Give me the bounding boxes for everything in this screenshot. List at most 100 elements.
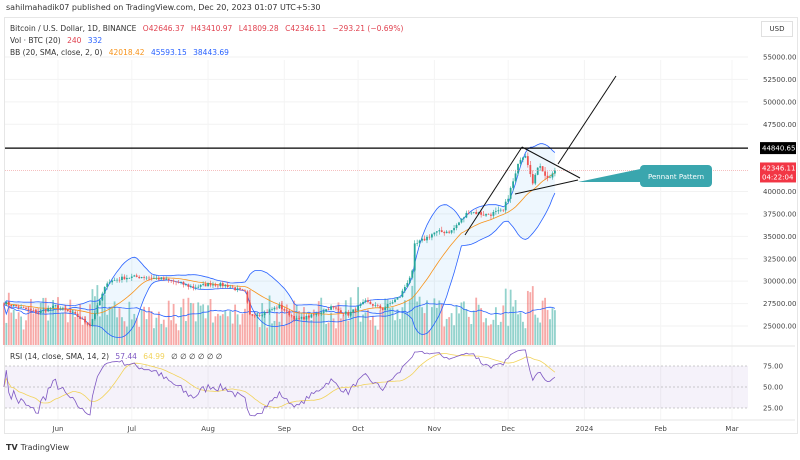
candle-body	[472, 212, 475, 213]
volume-bar	[485, 318, 487, 345]
volume-bar	[98, 316, 101, 345]
candle-body	[310, 314, 313, 318]
candle-body	[251, 314, 254, 316]
candle-body	[517, 163, 519, 174]
candle-body	[433, 232, 436, 235]
candle-body	[450, 230, 453, 233]
candle-body	[342, 312, 345, 314]
volume-bar	[529, 292, 532, 345]
candle-body	[497, 210, 500, 212]
candle-body	[526, 156, 529, 165]
candle-body	[458, 222, 460, 226]
candle-body	[138, 276, 141, 279]
volume-bar	[482, 322, 485, 345]
candle-body	[482, 214, 485, 216]
candle-body	[125, 277, 128, 280]
price-axis-label: 35000.00	[763, 233, 796, 241]
volume-bar	[217, 313, 219, 345]
candle-body	[204, 284, 207, 287]
candle-body	[236, 288, 239, 291]
volume-bar	[244, 308, 246, 345]
candle-body	[157, 277, 160, 280]
candle-body	[231, 286, 234, 288]
candle-body	[135, 275, 138, 277]
volume-bar	[177, 330, 180, 345]
candle-body	[312, 314, 315, 316]
time-axis-label: Oct	[352, 425, 364, 433]
volume-bar	[320, 297, 323, 345]
volume-bar	[34, 308, 37, 345]
volume-bar	[229, 311, 232, 345]
publisher-info: sahilmahadik07 published on TradingView.…	[6, 3, 321, 12]
volume-bar	[37, 308, 40, 345]
volume-bar	[514, 300, 517, 345]
candle-body	[130, 276, 133, 278]
candle-body	[408, 277, 411, 283]
volume-bar	[76, 317, 79, 345]
candle-body	[76, 313, 79, 318]
rsi-extra-values: ∅ ∅ ∅ ∅ ∅ ∅	[171, 352, 223, 361]
volume-bar	[487, 325, 490, 345]
volume-bar	[298, 310, 300, 345]
volume-bar	[335, 328, 337, 345]
candle-body	[536, 167, 539, 175]
volume-bar	[401, 307, 404, 345]
candle-body	[217, 285, 219, 287]
callout-box	[640, 165, 712, 187]
volume-bar	[64, 304, 67, 345]
volume-bar	[123, 321, 126, 345]
rsi-label[interactable]: RSI (14, close, SMA, 14, 2)	[10, 352, 110, 361]
volume-bar	[180, 307, 182, 345]
volume-bar	[12, 309, 15, 345]
volume-bar	[408, 299, 411, 345]
volume-bar	[219, 315, 222, 345]
volume-bar	[221, 314, 224, 345]
candle-body	[266, 312, 268, 313]
volume-bar	[290, 315, 293, 345]
candle-body	[490, 214, 492, 216]
volume-bar	[15, 318, 18, 345]
bar-countdown-label: 04:22:04	[762, 173, 794, 181]
candle-body	[182, 281, 185, 285]
symbol-name[interactable]: Bitcoin / U.S. Dollar, 1D, BINANCE	[10, 24, 137, 33]
candle-body	[189, 286, 192, 287]
candle-body	[362, 301, 364, 305]
candle-body	[212, 284, 214, 286]
currency-button[interactable]: USD	[761, 21, 793, 37]
rsi-band	[5, 366, 748, 408]
candle-body	[421, 238, 423, 241]
volume-bar	[273, 320, 276, 345]
volume-bar	[330, 313, 332, 345]
ohlc-open: O42646.37	[142, 24, 185, 33]
volume-bar	[295, 304, 298, 345]
candle-body	[416, 243, 419, 244]
candle-body	[394, 299, 396, 303]
candle-body	[480, 212, 483, 215]
rsi-ma-line	[3, 353, 556, 408]
candle-body	[367, 300, 369, 302]
candle-body	[391, 302, 394, 304]
candle-body	[539, 166, 542, 168]
candle-body	[155, 277, 158, 279]
volume-bar	[497, 324, 500, 345]
volume-bar	[84, 316, 86, 345]
candle-body	[305, 315, 308, 320]
volume-bar	[524, 328, 527, 345]
candle-body	[113, 280, 116, 281]
volume-bar	[344, 300, 347, 345]
bb-label[interactable]: BB (20, SMA, close, 2, 0)	[10, 48, 103, 57]
volume-label[interactable]: Vol · BTC (20)	[10, 36, 61, 45]
volume-bar	[71, 309, 74, 345]
volume-bar	[312, 309, 315, 345]
candle-body	[381, 308, 384, 310]
candle-body	[162, 277, 165, 280]
volume-bar	[480, 308, 483, 345]
volume-bar	[465, 308, 468, 345]
volume-bar	[20, 316, 22, 345]
volume-bar	[103, 294, 106, 345]
volume-bar	[17, 312, 20, 345]
candle-body	[273, 307, 276, 310]
volume-bar	[426, 300, 428, 345]
volume-bar	[214, 316, 217, 345]
